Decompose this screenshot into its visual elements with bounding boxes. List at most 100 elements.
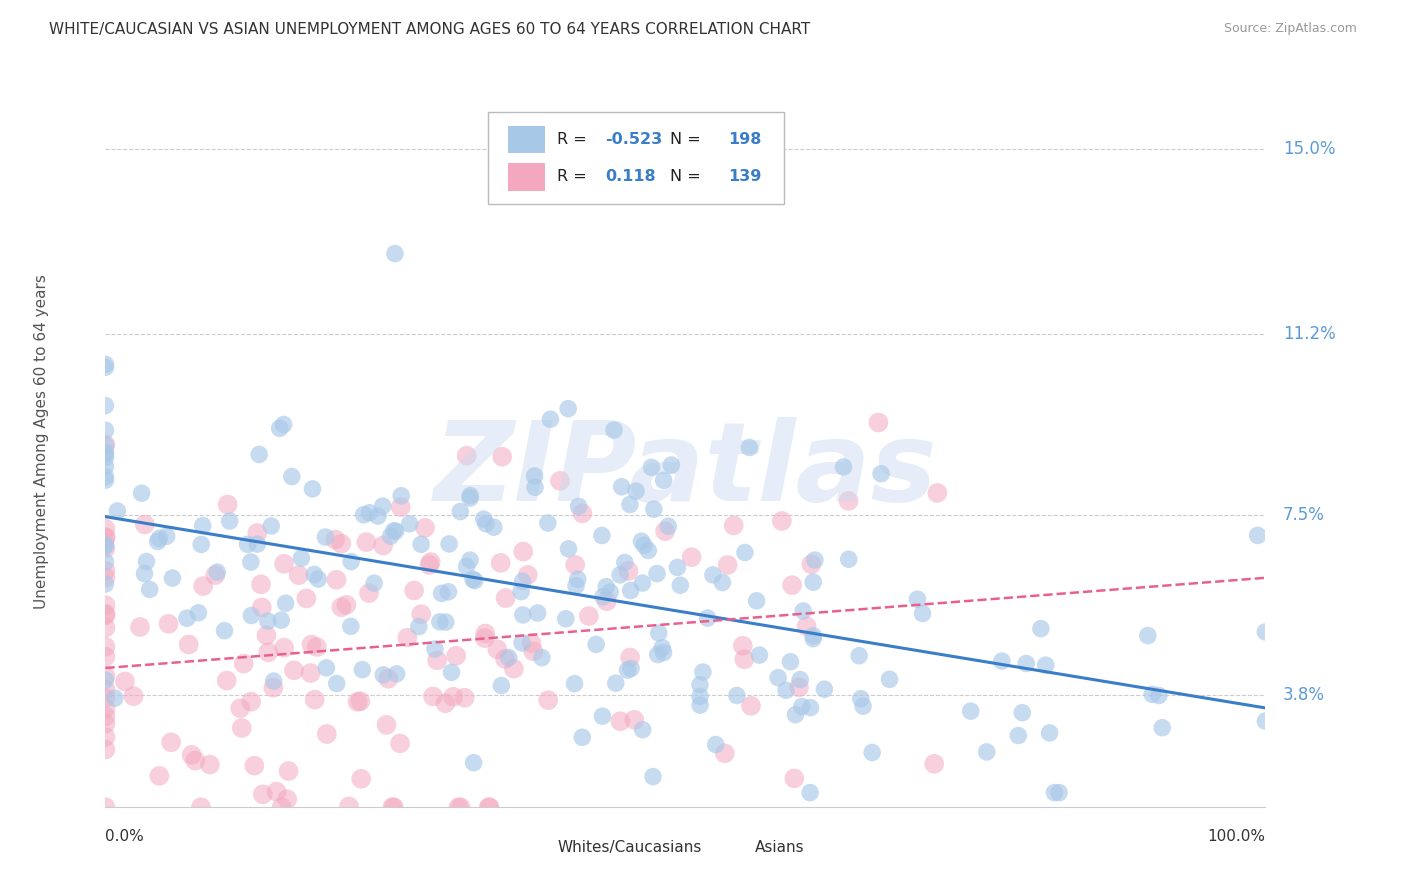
Point <box>548 474 571 488</box>
Point <box>269 421 291 435</box>
Point <box>94 399 117 413</box>
Text: R =: R = <box>557 169 586 184</box>
Point <box>838 494 860 508</box>
Point <box>138 582 160 597</box>
Text: R =: R = <box>557 132 586 147</box>
Point <box>263 674 285 689</box>
Point <box>641 770 664 784</box>
Point <box>475 516 498 531</box>
Point <box>218 514 240 528</box>
Point <box>94 438 117 452</box>
Point <box>426 653 449 667</box>
Point <box>631 576 654 591</box>
Point <box>1254 624 1277 639</box>
Point <box>537 516 560 530</box>
Point <box>191 518 214 533</box>
Point <box>411 607 433 622</box>
Point <box>396 631 419 645</box>
Point <box>94 357 117 371</box>
Point <box>643 502 665 516</box>
Point <box>605 676 627 690</box>
Point <box>250 577 273 591</box>
Point <box>526 606 548 620</box>
Point <box>592 709 614 723</box>
Point <box>114 674 136 689</box>
Point <box>498 650 520 665</box>
Point <box>595 580 617 594</box>
Point <box>911 607 934 621</box>
Text: Asians: Asians <box>755 840 804 855</box>
Point <box>474 631 496 645</box>
Point <box>991 654 1014 668</box>
Point <box>633 538 655 552</box>
Point <box>385 666 408 681</box>
Point <box>738 441 761 455</box>
Point <box>516 568 538 582</box>
Point <box>247 447 270 461</box>
Point <box>246 526 269 541</box>
Point <box>1140 687 1163 701</box>
Text: N =: N = <box>671 169 702 184</box>
Point <box>832 460 855 475</box>
Point <box>447 800 470 814</box>
Point <box>377 672 399 686</box>
Point <box>441 690 464 704</box>
Point <box>748 648 770 662</box>
Point <box>789 673 811 687</box>
Text: N =: N = <box>671 132 702 147</box>
Point <box>657 519 679 533</box>
Point <box>363 576 385 591</box>
Point <box>780 578 803 592</box>
Point <box>357 586 380 600</box>
Point <box>647 648 669 662</box>
Point <box>94 673 117 687</box>
Point <box>1011 706 1033 720</box>
Point <box>620 661 643 675</box>
Point <box>702 567 724 582</box>
Point <box>94 570 117 584</box>
Point <box>450 800 472 814</box>
Point <box>156 529 179 543</box>
Point <box>94 598 117 612</box>
Point <box>463 756 485 770</box>
Point <box>373 539 395 553</box>
Point <box>129 620 152 634</box>
Point <box>381 800 404 814</box>
Point <box>346 695 368 709</box>
Point <box>437 584 460 599</box>
Point <box>94 701 117 715</box>
Point <box>94 459 117 474</box>
Text: Unemployment Among Ages 60 to 64 years: Unemployment Among Ages 60 to 64 years <box>34 274 49 609</box>
Point <box>652 646 675 660</box>
Point <box>315 727 337 741</box>
Point <box>616 663 638 677</box>
Point <box>648 626 671 640</box>
Point <box>94 668 117 682</box>
Point <box>270 800 292 814</box>
Point <box>554 612 576 626</box>
Point <box>299 666 322 681</box>
Point <box>624 484 647 499</box>
Point <box>619 650 641 665</box>
Point <box>568 500 591 514</box>
Point <box>838 552 860 566</box>
Point <box>453 690 475 705</box>
Point <box>429 615 451 629</box>
Point <box>187 606 209 620</box>
Point <box>790 699 813 714</box>
Point <box>613 556 636 570</box>
Point <box>959 704 981 718</box>
Point <box>458 553 481 567</box>
Point <box>353 508 375 522</box>
Point <box>1152 721 1174 735</box>
Point <box>787 680 810 694</box>
Point <box>725 689 748 703</box>
Point <box>389 500 412 515</box>
Point <box>184 754 207 768</box>
Point <box>564 558 586 572</box>
Point <box>94 450 117 465</box>
Point <box>418 558 440 572</box>
Point <box>94 469 117 483</box>
Point <box>260 519 283 533</box>
Point <box>852 699 875 714</box>
